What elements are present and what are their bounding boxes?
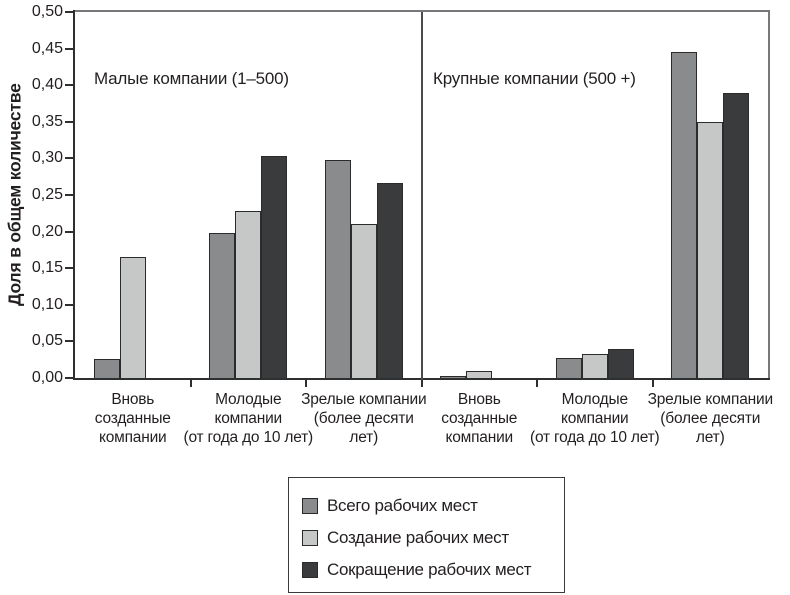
y-tick-label: 0,05 (31, 332, 63, 350)
x-category-label-line: Вновь (457, 391, 501, 408)
bar-creation (350, 224, 377, 378)
x-category-label: Зрелые компании (более десяти лет) (301, 390, 427, 447)
y-axis-tick (65, 267, 73, 270)
x-category-label-line: Молодые (215, 391, 282, 408)
x-axis-tick (189, 380, 192, 387)
x-category-label: Вновь созданные компании (441, 390, 517, 447)
y-axis-tick (65, 194, 73, 196)
x-axis-tick (420, 380, 423, 387)
x-category-label-line: лет) (695, 429, 725, 446)
bar-reduction (261, 156, 288, 378)
legend-swatch-creation (302, 530, 318, 546)
legend-swatch-reduction (302, 562, 318, 578)
x-category-label-line: Вновь (111, 391, 155, 408)
plot-area: Малые компании (1–500) Крупные компании … (65, 10, 770, 387)
x-category-label-line: (более десяти (313, 410, 414, 427)
x-category-label-line: (более десяти (660, 410, 761, 427)
y-axis-tick (65, 11, 73, 13)
y-tick-label: 0,25 (31, 186, 63, 203)
section-divider (420, 12, 423, 387)
section-title-large-companies: Крупные компании (500 +) (433, 69, 636, 88)
bar-total (209, 233, 236, 378)
bar-reduction (376, 182, 403, 378)
y-axis-tick (65, 47, 73, 50)
legend-item-label: Всего рабочих мест (327, 496, 478, 515)
x-category-label-line: Зрелые компании (301, 391, 427, 408)
y-axis-tick (65, 303, 73, 306)
x-category-label-line: лет) (349, 429, 379, 446)
x-axis-tick (536, 380, 538, 387)
y-axis-line (73, 10, 75, 380)
y-tick-label: 0,30 (31, 149, 63, 167)
legend-item-label: Создание рабочих мест (327, 528, 509, 547)
x-axis-tick (651, 380, 654, 387)
x-category-label-line: Зрелые компании (647, 391, 774, 408)
y-tick-label: 0,00 (31, 369, 63, 386)
x-category-label: Молодые компании (от года до 10 лет) (530, 390, 660, 447)
x-category-label-line: (от года до 10 лет) (183, 429, 314, 446)
y-tick-label: 0,10 (31, 295, 63, 313)
y-tick-label: 0,45 (31, 39, 63, 57)
y-axis-tick (65, 120, 73, 123)
y-tick-label: 0,15 (31, 259, 63, 277)
bar-creation (581, 353, 608, 378)
x-category-label-line: компании (214, 410, 283, 427)
plot-frame-right (768, 10, 770, 380)
y-tick-label: 0,40 (31, 76, 63, 94)
bar-creation (466, 370, 493, 378)
x-category-label-line: компании (445, 429, 514, 446)
y-axis-tick (65, 157, 73, 160)
legend-item: Создание рабочих мест (302, 522, 564, 554)
x-category-label-line: Молодые (561, 391, 628, 408)
x-category-label-line: созданные (441, 410, 518, 427)
y-axis-tick (65, 230, 73, 233)
x-category-label-line: компании (98, 429, 167, 446)
x-category-label: Молодые компании (от года до 10 лет) (183, 390, 313, 447)
bar-reduction (723, 92, 750, 378)
legend-item: Сокращение рабочих мест (302, 554, 564, 586)
x-axis-tick (305, 380, 307, 387)
y-tick-label: 0,20 (31, 222, 63, 240)
bar-total (671, 52, 698, 378)
y-tick-label: 0,50 (31, 3, 63, 20)
bar-creation (235, 211, 262, 378)
legend-item: Всего рабочих мест (302, 490, 564, 522)
bar-reduction (607, 348, 634, 378)
bar-creation (119, 257, 146, 378)
x-category-label-line: (от года до 10 лет) (529, 429, 660, 446)
x-category-label-line: компании (560, 410, 629, 427)
legend-swatch-total (302, 498, 318, 514)
y-tick-label: 0,35 (31, 112, 63, 130)
bar-total (555, 358, 582, 378)
legend-item-label: Сокращение рабочих мест (327, 560, 532, 579)
legend: Всего рабочих мест Создание рабочих мест С… (288, 477, 565, 593)
bar-creation (697, 121, 724, 378)
section-title-small-companies: Малые компании (1–500) (94, 69, 289, 88)
y-axis-tick (65, 340, 73, 343)
y-axis-tick (65, 84, 73, 87)
x-category-label: Зрелые компании (более десяти лет) (647, 390, 774, 447)
bar-total (440, 376, 467, 378)
y-axis-tick (65, 377, 73, 379)
bar-total (324, 159, 351, 378)
x-category-label-line: созданные (94, 410, 171, 427)
bar-total (93, 358, 120, 378)
plot-frame-top (73, 10, 770, 12)
x-category-label: Вновь созданные компании (95, 390, 171, 447)
